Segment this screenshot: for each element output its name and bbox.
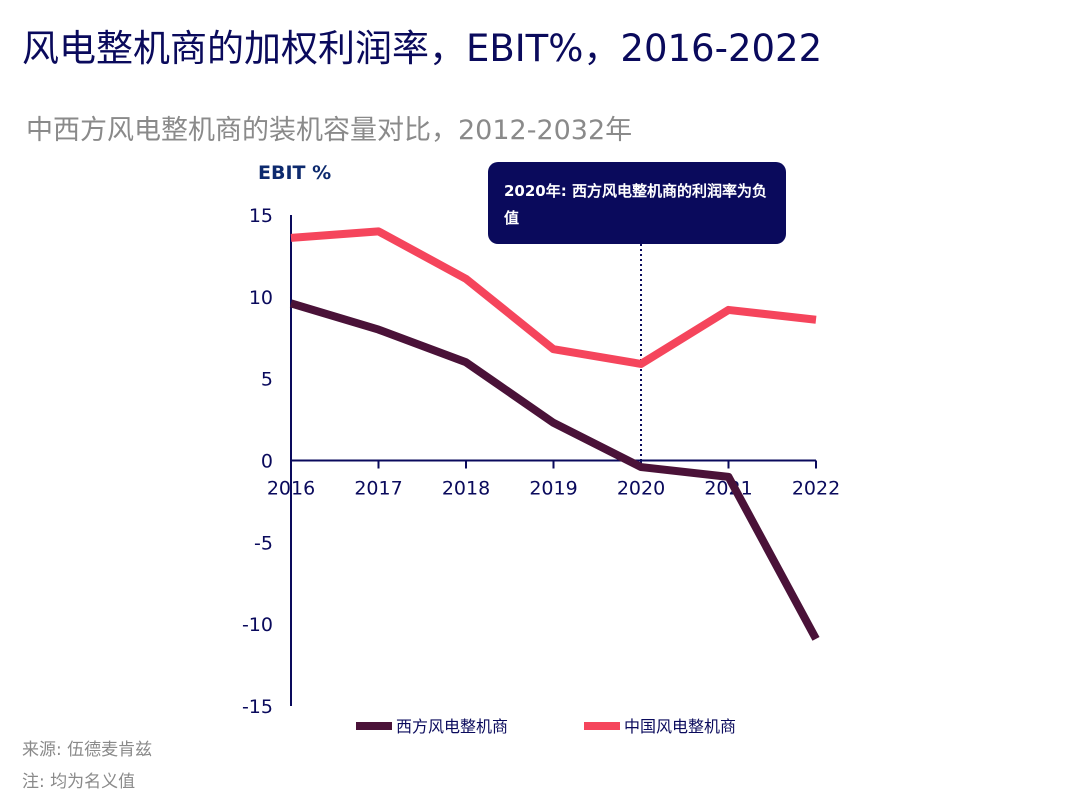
y-tick-label: 5	[261, 369, 273, 391]
y-tick-label: 0	[261, 451, 273, 473]
series-line-2	[290, 227, 817, 368]
x-tick-label: 2020	[617, 478, 665, 500]
chart-title: 风电整机商的加权利润率，EBIT%，2016-2022	[22, 27, 823, 70]
y-tick-label: 15	[249, 205, 273, 227]
x-tick-label: 2018	[442, 478, 490, 500]
source-note: 来源: 伍德麦肯兹	[22, 740, 153, 760]
footnote: 注: 均为名义值	[22, 772, 136, 792]
x-tick-label: 2022	[792, 478, 840, 500]
legend-label: 西方风电整机商	[396, 717, 508, 736]
annotation-callout: 2020年: 西方风电整机商的利润率为负值	[488, 162, 786, 244]
series-line-1	[289, 299, 820, 641]
x-tick-label: 2019	[529, 478, 577, 500]
x-tick-label: 2016	[267, 478, 315, 500]
legend-label: 中国风电整机商	[624, 717, 736, 736]
y-tick-label: -15	[242, 696, 273, 718]
y-tick-label: -10	[242, 614, 273, 636]
x-tick-label: 2017	[354, 478, 402, 500]
y-tick-label: -5	[254, 532, 273, 554]
y-tick-label: 10	[249, 287, 273, 309]
y-axis-label: EBIT %	[258, 162, 332, 184]
chart-subtitle: 中西方风电整机商的装机容量对比，2012-2032年	[26, 115, 633, 146]
